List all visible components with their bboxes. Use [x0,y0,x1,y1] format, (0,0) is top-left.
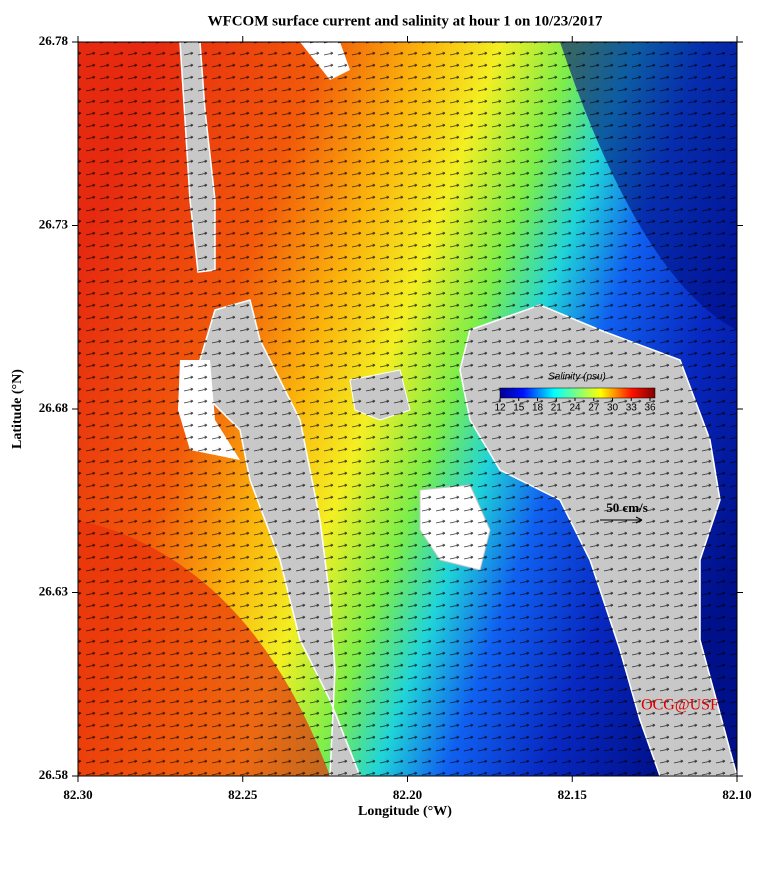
colorbar-tick-label: 15 [513,403,525,414]
colorbar-tick-label: 36 [644,403,656,414]
colorbar-tick-label: 24 [569,403,581,414]
x-axis-label: Longitude (°W) [358,804,452,819]
scale-label: 50 cm/s [606,500,648,515]
x-tick-label: 82.20 [393,787,422,802]
y-tick-label: 26.68 [39,400,69,415]
title: WFCOM surface current and salinity at ho… [208,13,603,29]
x-tick-label: 82.25 [228,787,258,802]
colorbar-tick-label: 27 [588,403,600,414]
colorbar-tick-label: 21 [551,403,563,414]
y-tick-label: 26.58 [39,767,69,782]
colorbar: Salinity (psu) 12 15 18 21 24 27 30 33 36 [494,372,656,414]
y-axis-label: Latitude (°N) [10,369,25,449]
x-tick-label: 82.15 [558,787,588,802]
scale-arrow [635,516,643,524]
x-tick-label: 82.10 [722,787,751,802]
colorbar-tick-label: 18 [532,403,544,414]
current-vectors [78,42,737,776]
colorbar-tick-label: 12 [494,403,506,414]
colorbar-ramp [499,387,656,399]
credit: OCG@USF [641,697,719,714]
map [78,42,737,776]
y-tick-label: 26.78 [39,33,69,48]
y-tick-label: 26.63 [39,583,69,598]
y-tick-label: 26.73 [39,216,69,231]
colorbar-label: Salinity (psu) [548,372,606,383]
colorbar-tick-label: 30 [607,403,619,414]
x-tick-label: 82.30 [63,787,92,802]
colorbar-tick-label: 33 [626,403,638,414]
